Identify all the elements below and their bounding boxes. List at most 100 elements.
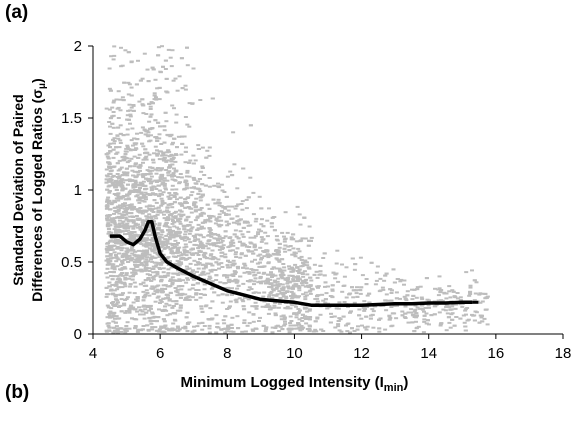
- scatter-point: [119, 240, 123, 242]
- scatter-point: [170, 104, 175, 107]
- scatter-point: [358, 292, 363, 295]
- scatter-point: [217, 248, 222, 251]
- scatter-point: [295, 296, 300, 299]
- scatter-point: [450, 289, 455, 292]
- scatter-point: [142, 304, 147, 307]
- scatter-point: [122, 283, 127, 286]
- scatter-point: [415, 286, 420, 289]
- scatter-point: [355, 295, 360, 298]
- scatter-point: [483, 292, 488, 295]
- scatter-point: [167, 238, 172, 241]
- scatter-point: [187, 232, 192, 235]
- scatter-point: [291, 296, 296, 299]
- scatter-point: [126, 81, 131, 84]
- scatter-point: [168, 56, 173, 59]
- scatter-point: [161, 318, 166, 321]
- scatter-point: [203, 184, 208, 187]
- scatter-point: [443, 309, 448, 312]
- scatter-point: [479, 316, 484, 319]
- scatter-point: [125, 211, 130, 214]
- scatter-point: [241, 266, 246, 269]
- scatter-point: [137, 197, 142, 200]
- scatter-point: [182, 249, 187, 252]
- scatter-point: [127, 311, 132, 314]
- scatter-point: [231, 275, 236, 277]
- scatter-point: [484, 296, 489, 299]
- scatter-point: [157, 86, 162, 89]
- scatter-point: [151, 161, 156, 164]
- scatter-point: [280, 328, 285, 331]
- scatter-point: [289, 270, 294, 273]
- scatter-point: [133, 325, 138, 328]
- scatter-point: [265, 277, 270, 280]
- scatter-point: [149, 175, 154, 178]
- scatter-point: [330, 289, 335, 292]
- scatter-point: [166, 48, 171, 51]
- scatter-point: [433, 305, 438, 308]
- scatter-point: [344, 324, 348, 327]
- scatter-point: [198, 213, 203, 216]
- scatter-point: [436, 294, 441, 297]
- scatter-point: [303, 285, 308, 288]
- scatter-point: [264, 242, 269, 245]
- scatter-point: [155, 296, 160, 299]
- scatter-point: [447, 285, 452, 288]
- scatter-point: [145, 134, 150, 137]
- scatter-point: [104, 153, 109, 156]
- scatter-point: [231, 262, 236, 265]
- scatter-point: [138, 181, 143, 184]
- scatter-point: [367, 292, 372, 295]
- scatter-point: [199, 307, 204, 310]
- scatter-point: [185, 123, 190, 126]
- scatter-point: [131, 220, 136, 223]
- scatter-point: [402, 283, 406, 286]
- scatter-point: [153, 78, 158, 81]
- scatter-point: [159, 204, 164, 207]
- scatter-point: [470, 313, 474, 316]
- scatter-point: [164, 169, 169, 171]
- scatter-point: [121, 99, 126, 102]
- scatter-point: [282, 324, 287, 327]
- scatter-point: [392, 304, 397, 307]
- scatter-point: [142, 317, 147, 320]
- scatter-point: [261, 272, 266, 275]
- scatter-point: [159, 325, 164, 328]
- scatter-point: [131, 184, 136, 187]
- scatter-point: [214, 331, 219, 334]
- scatter-point: [117, 219, 122, 222]
- scatter-point: [133, 143, 138, 146]
- scatter-point: [312, 263, 317, 266]
- scatter-point: [330, 284, 335, 287]
- scatter-point: [235, 247, 240, 250]
- scatter-point: [144, 198, 148, 201]
- scatter-point: [147, 140, 152, 143]
- scatter-point: [165, 219, 170, 221]
- scatter-point: [270, 306, 275, 309]
- scatter-point: [108, 142, 113, 145]
- scatter-point: [225, 330, 230, 333]
- scatter-point: [148, 304, 153, 307]
- scatter-point: [413, 308, 418, 311]
- scatter-point: [163, 240, 168, 243]
- y-axis-label-line2: Differences of Logged Ratios (σμ): [29, 78, 48, 301]
- scatter-point: [112, 137, 117, 140]
- scatter-point: [132, 170, 137, 173]
- scatter-point: [112, 199, 117, 202]
- scatter-point: [269, 286, 274, 289]
- scatter-point: [280, 258, 285, 261]
- scatter-point: [281, 295, 286, 298]
- scatter-point: [187, 125, 192, 128]
- scatter-point: [120, 267, 125, 270]
- scatter-point: [199, 214, 204, 217]
- scatter-point: [322, 274, 327, 277]
- scatter-point: [159, 290, 164, 293]
- scatter-point: [169, 250, 174, 253]
- scatter-point: [288, 307, 293, 310]
- scatter-point: [168, 280, 173, 282]
- scatter-point: [450, 318, 455, 321]
- scatter-point: [134, 83, 139, 86]
- scatter-point: [133, 162, 138, 165]
- scatter-point: [137, 259, 142, 262]
- scatter-point: [311, 330, 316, 333]
- scatter-point: [145, 68, 150, 71]
